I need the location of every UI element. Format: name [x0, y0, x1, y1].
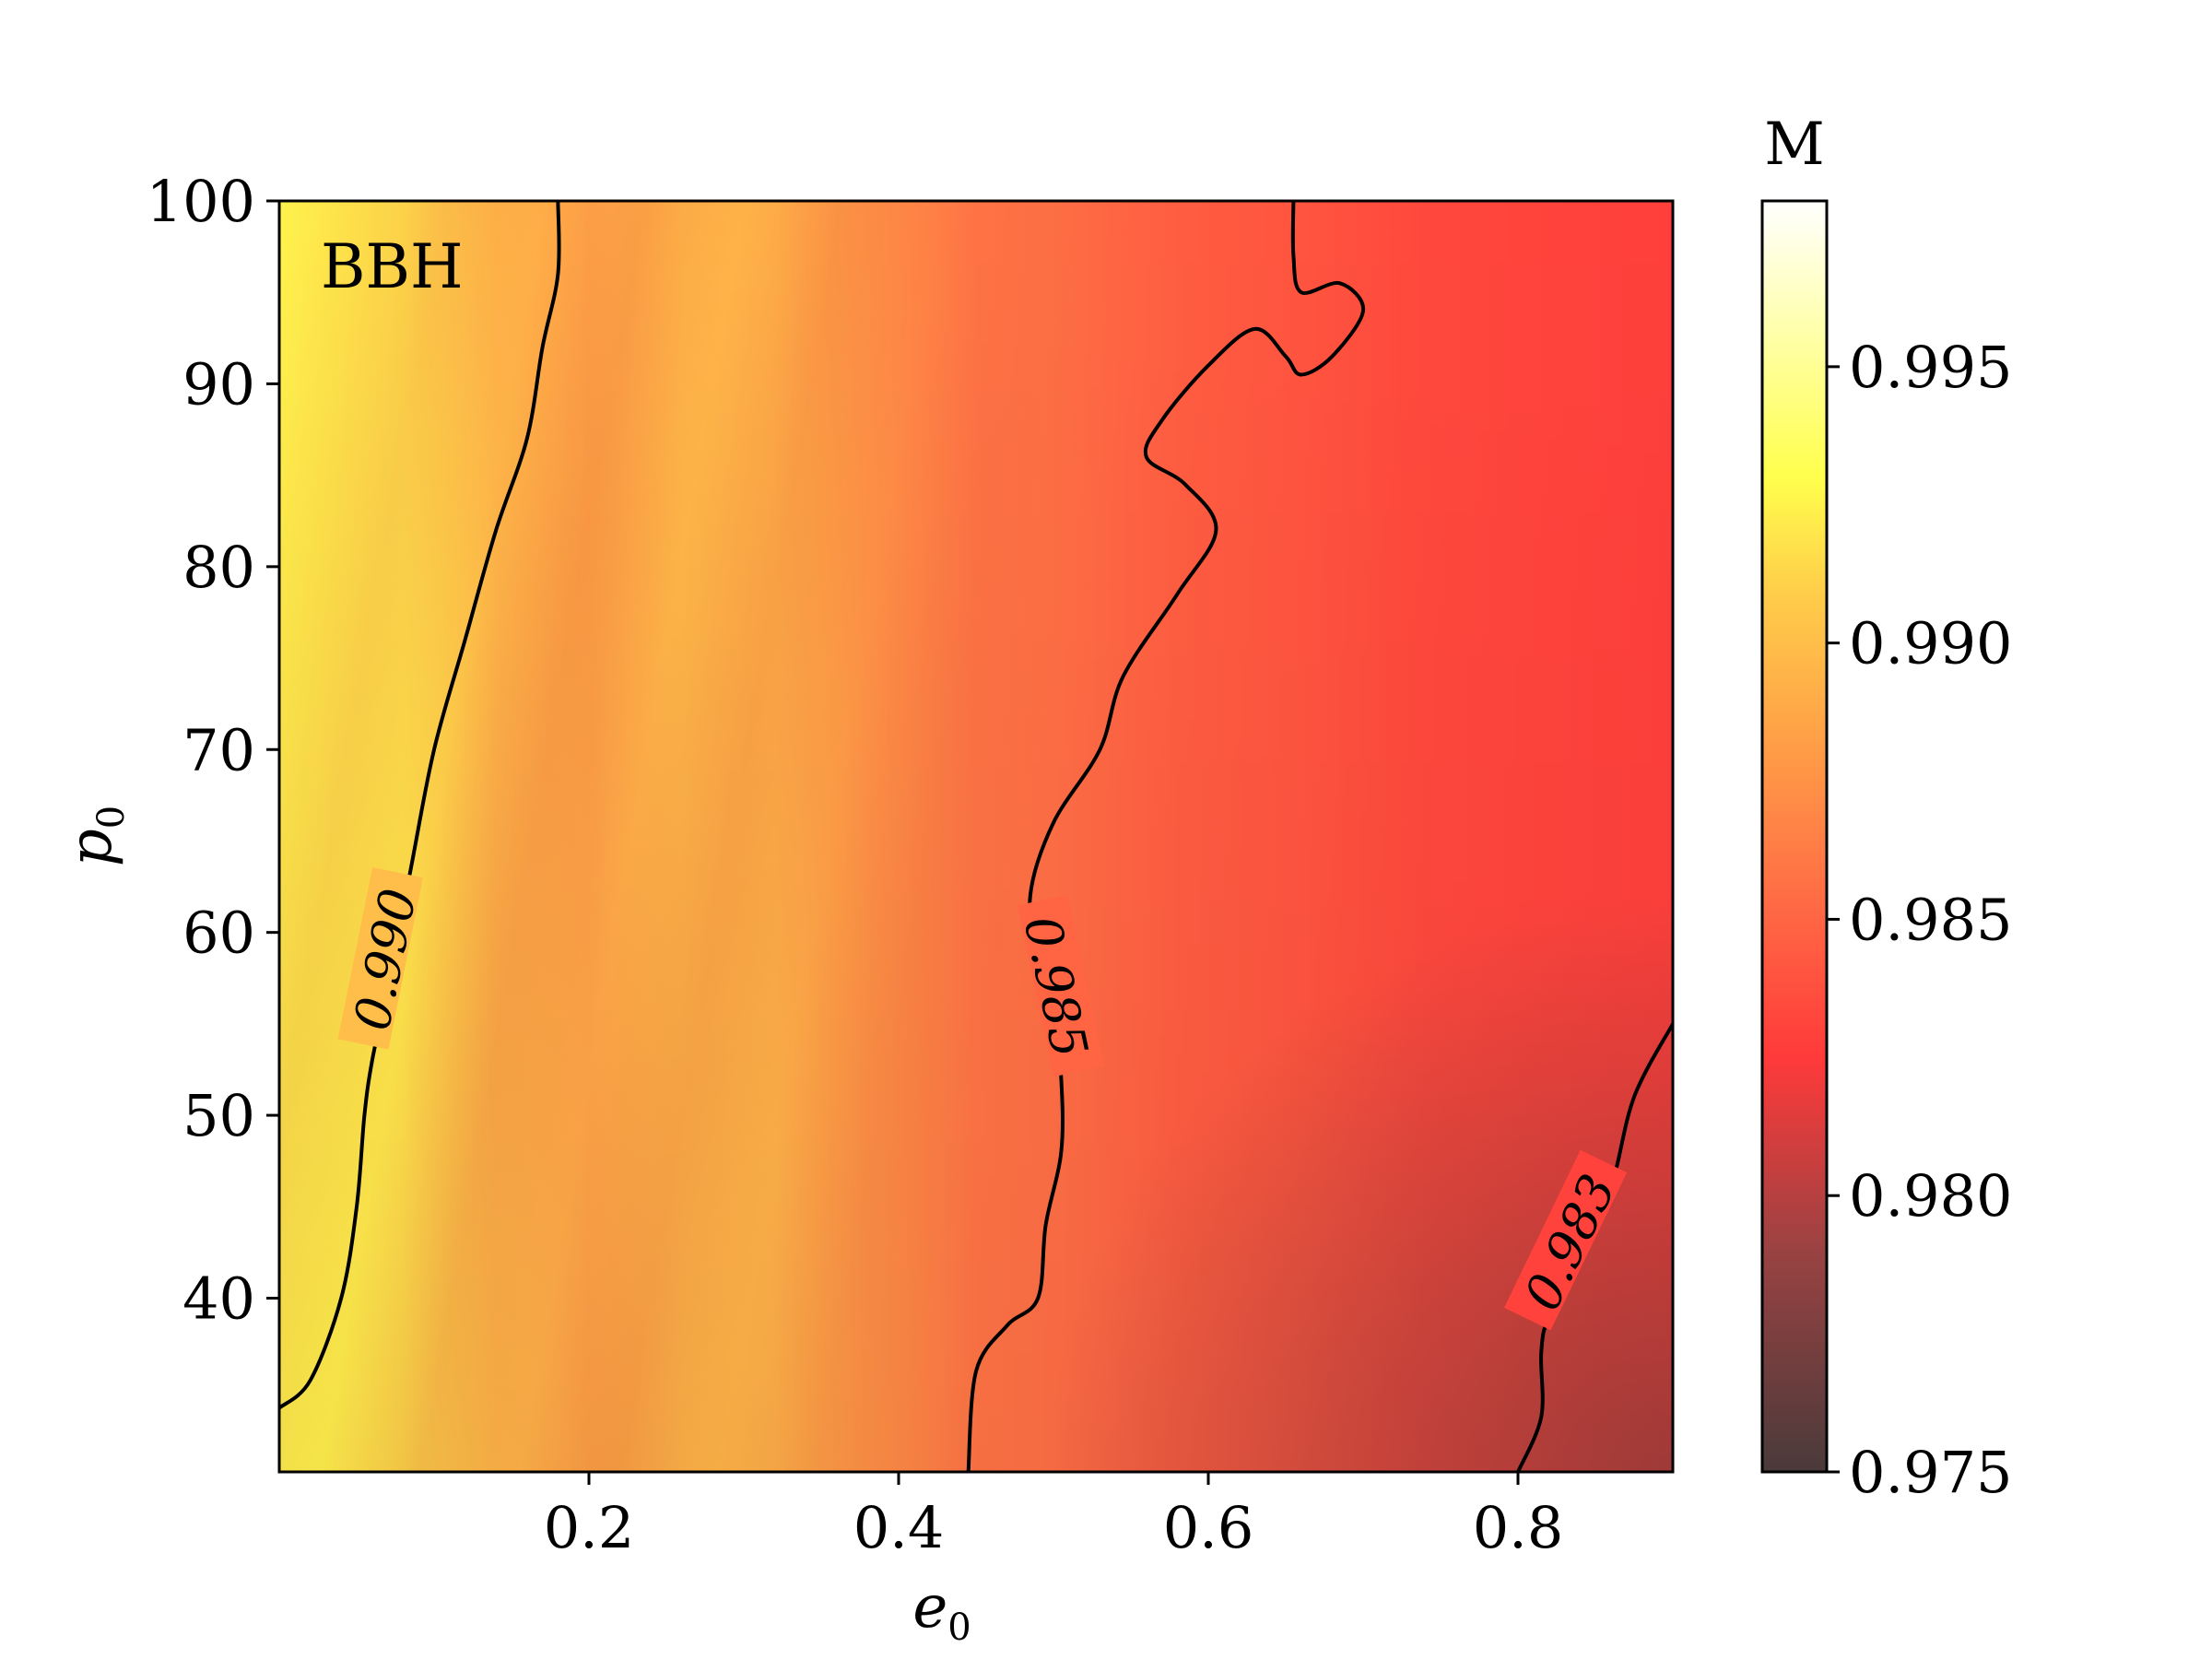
colorbar-tick-label: 0.975 [1849, 1439, 2013, 1506]
y-axis-label-main: p [57, 829, 125, 866]
x-tick-label: 0.4 [853, 1494, 945, 1561]
colorbar-tick-label: 0.980 [1849, 1162, 2013, 1230]
x-tick-label: 0.2 [544, 1494, 635, 1561]
x-axis-label-sub: 0 [947, 1606, 971, 1649]
y-tick-label: 60 [182, 900, 255, 967]
x-tick-label: 0.8 [1473, 1494, 1564, 1561]
heatmap [279, 201, 1673, 1472]
y-tick-label: 90 [182, 350, 255, 418]
colorbar-frame [1760, 199, 1829, 1474]
colorbar-fill [1762, 201, 1827, 1472]
x-axis-label: e0 [912, 1573, 971, 1649]
contour-line-0.985 [966, 201, 1366, 1472]
colorbar-title: M [1764, 111, 1825, 179]
contour-line-0.990 [279, 201, 561, 1410]
y-tick-label: 80 [182, 534, 255, 601]
plot-frame [277, 199, 1675, 1474]
contour-label-gap [337, 867, 423, 1050]
y-axis-label-sub: 0 [90, 806, 133, 829]
y-tick-label: 100 [147, 168, 255, 235]
y-tick-label: 70 [182, 716, 255, 783]
x-tick-label: 0.6 [1163, 1494, 1254, 1561]
y-axis-label: p0 [57, 806, 133, 866]
y-tick-label: 50 [182, 1082, 255, 1149]
x-axis-label-main: e [912, 1573, 947, 1641]
contour-label-gap [1017, 894, 1104, 1077]
y-tick-label: 40 [182, 1265, 255, 1333]
y-axis: 40 50 60 70 80 90 100 [147, 168, 279, 1333]
x-axis: 0.2 0.4 0.6 0.8 [544, 1472, 1564, 1561]
colorbar-tick-label: 0.985 [1849, 886, 2013, 953]
colorbar: M 0.975 0.980 0.985 0.990 0.995 [1760, 111, 2013, 1506]
heatmap-vertical-fade [279, 201, 1673, 1472]
contour-label-gap [1504, 1149, 1628, 1331]
colorbar-tick-label: 0.995 [1849, 334, 2013, 401]
colorbar-tick-label: 0.990 [1849, 610, 2013, 677]
plot-annotation: BBH [321, 231, 464, 302]
colorbar-ticks: 0.975 0.980 0.985 0.990 0.995 [1827, 334, 2013, 1506]
